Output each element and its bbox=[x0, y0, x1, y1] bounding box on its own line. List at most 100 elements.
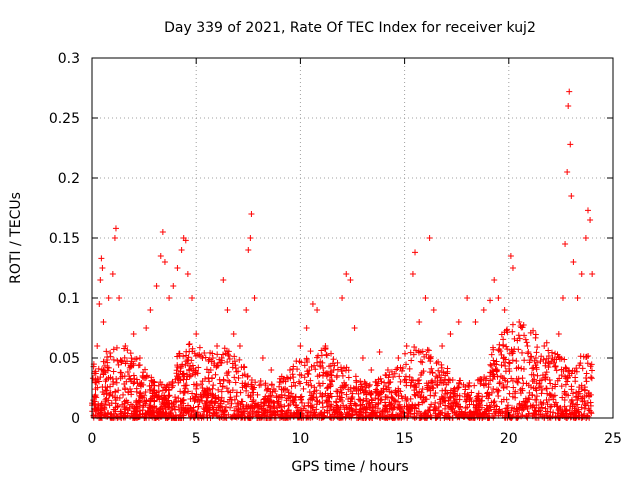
noise-point bbox=[396, 405, 403, 412]
data-point bbox=[99, 265, 106, 271]
noise-point bbox=[520, 398, 527, 405]
noise-point bbox=[425, 380, 432, 387]
data-point bbox=[174, 265, 181, 271]
noise-point bbox=[122, 360, 129, 367]
noise-point bbox=[127, 375, 134, 382]
noise-point bbox=[326, 381, 333, 388]
noise-point bbox=[512, 394, 519, 401]
noise-point bbox=[174, 362, 181, 369]
data-point bbox=[447, 331, 454, 337]
noise-point bbox=[282, 385, 289, 392]
noise-point bbox=[533, 366, 540, 373]
noise-point bbox=[522, 336, 529, 343]
noise-point bbox=[498, 351, 505, 358]
noise-point bbox=[219, 383, 226, 390]
noise-point bbox=[327, 390, 334, 397]
chart-title: Day 339 of 2021, Rate Of TEC Index for r… bbox=[164, 20, 536, 36]
noise-point bbox=[495, 347, 502, 354]
noise-point bbox=[200, 387, 207, 394]
noise-point bbox=[325, 384, 332, 391]
noise-point bbox=[561, 403, 568, 410]
noise-point bbox=[154, 413, 161, 420]
noise-point bbox=[313, 406, 320, 413]
noise-point bbox=[258, 405, 265, 412]
noise-point bbox=[278, 413, 285, 420]
noise-point bbox=[212, 398, 219, 405]
noise-point bbox=[192, 367, 199, 374]
noise-point bbox=[136, 399, 143, 406]
noise-point bbox=[187, 395, 194, 402]
noise-point bbox=[234, 400, 241, 407]
noise-point bbox=[387, 379, 394, 386]
noise-point bbox=[150, 409, 157, 416]
noise-point bbox=[581, 387, 588, 394]
noise-point bbox=[432, 389, 439, 396]
noise-point bbox=[353, 403, 360, 410]
noise-point bbox=[587, 374, 594, 381]
noise-point bbox=[226, 355, 233, 362]
noise-point bbox=[475, 390, 482, 397]
noise-point bbox=[281, 403, 288, 410]
noise-point bbox=[335, 404, 342, 411]
noise-point bbox=[224, 398, 231, 405]
noise-point bbox=[309, 396, 316, 403]
noise-point bbox=[148, 374, 155, 381]
noise-point bbox=[572, 394, 579, 401]
noise-point bbox=[200, 412, 207, 419]
noise-point bbox=[153, 405, 160, 412]
noise-point bbox=[529, 391, 536, 398]
noise-point bbox=[248, 376, 255, 383]
noise-point bbox=[351, 400, 358, 407]
noise-point bbox=[353, 408, 360, 415]
noise-point bbox=[101, 406, 108, 413]
noise-point bbox=[558, 383, 565, 390]
noise-point bbox=[257, 377, 264, 384]
noise-point bbox=[579, 365, 586, 372]
noise-point bbox=[449, 408, 456, 415]
noise-point bbox=[301, 403, 308, 410]
noise-point bbox=[124, 369, 131, 376]
noise-point bbox=[334, 366, 341, 373]
x-tick-label: 20 bbox=[500, 431, 518, 447]
noise-point bbox=[471, 408, 478, 415]
noise-point bbox=[437, 400, 444, 407]
noise-point bbox=[282, 378, 289, 385]
noise-point bbox=[235, 405, 242, 412]
noise-point bbox=[393, 366, 400, 373]
noise-point bbox=[561, 356, 568, 363]
noise-point bbox=[411, 344, 418, 351]
noise-point bbox=[168, 384, 175, 391]
noise-point bbox=[336, 396, 343, 403]
noise-point bbox=[505, 409, 512, 416]
noise-point bbox=[343, 391, 350, 398]
noise-point bbox=[497, 373, 504, 380]
noise-point bbox=[439, 387, 446, 394]
noise-point bbox=[228, 400, 235, 407]
noise-point bbox=[112, 404, 119, 411]
noise-point bbox=[542, 360, 549, 367]
noise-point bbox=[582, 402, 589, 409]
noise-point bbox=[262, 399, 269, 406]
noise-point bbox=[223, 385, 230, 392]
noise-point bbox=[235, 368, 242, 375]
noise-point bbox=[317, 410, 324, 417]
noise-point bbox=[172, 399, 179, 406]
noise-point bbox=[355, 390, 362, 397]
noise-point bbox=[431, 407, 438, 414]
noise-point bbox=[218, 397, 225, 404]
noise-point bbox=[583, 370, 590, 377]
data-point bbox=[495, 295, 502, 301]
noise-point bbox=[457, 411, 464, 418]
noise-point bbox=[232, 379, 239, 386]
noise-point bbox=[306, 367, 313, 374]
noise-point bbox=[276, 383, 283, 390]
data-point bbox=[562, 241, 569, 247]
noise-point bbox=[262, 382, 269, 389]
noise-point bbox=[523, 413, 530, 420]
noise-point bbox=[512, 408, 519, 415]
noise-point bbox=[93, 394, 100, 401]
noise-point bbox=[402, 350, 409, 357]
noise-point bbox=[391, 404, 398, 411]
data-point bbox=[286, 367, 293, 373]
noise-point bbox=[100, 368, 107, 375]
